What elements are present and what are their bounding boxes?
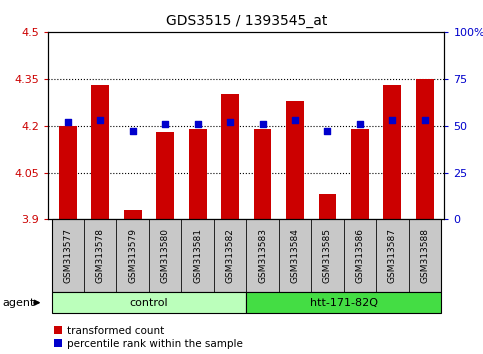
Bar xyxy=(344,219,376,292)
Title: GDS3515 / 1393545_at: GDS3515 / 1393545_at xyxy=(166,14,327,28)
Text: htt-171-82Q: htt-171-82Q xyxy=(310,298,378,308)
Text: control: control xyxy=(129,298,168,308)
Point xyxy=(97,117,104,123)
Point xyxy=(356,121,364,127)
Bar xyxy=(221,95,239,219)
Bar xyxy=(286,101,304,219)
Text: agent: agent xyxy=(2,298,35,308)
Bar xyxy=(319,194,337,219)
Bar xyxy=(376,219,409,292)
Point xyxy=(388,117,396,123)
Point xyxy=(291,117,299,123)
Bar xyxy=(246,219,279,292)
Bar xyxy=(214,219,246,292)
Point xyxy=(161,121,169,127)
Bar xyxy=(52,292,246,313)
Bar xyxy=(116,219,149,292)
Bar xyxy=(182,219,214,292)
Bar xyxy=(384,85,401,219)
Text: GSM313578: GSM313578 xyxy=(96,228,105,283)
Bar xyxy=(124,210,142,219)
Point xyxy=(129,129,137,134)
Point xyxy=(194,121,201,127)
Point xyxy=(259,121,267,127)
Text: GSM313577: GSM313577 xyxy=(63,228,72,283)
Bar xyxy=(311,219,344,292)
Point xyxy=(324,129,331,134)
Text: GSM313579: GSM313579 xyxy=(128,228,137,283)
Text: GSM313588: GSM313588 xyxy=(420,228,429,283)
Bar xyxy=(156,132,174,219)
Bar xyxy=(189,129,207,219)
Text: GSM313581: GSM313581 xyxy=(193,228,202,283)
Text: GSM313582: GSM313582 xyxy=(226,228,235,283)
Text: GSM313580: GSM313580 xyxy=(161,228,170,283)
Text: GSM313586: GSM313586 xyxy=(355,228,365,283)
Point xyxy=(64,119,71,125)
Bar xyxy=(416,79,434,219)
Legend: transformed count, percentile rank within the sample: transformed count, percentile rank withi… xyxy=(54,326,243,349)
Text: GSM313583: GSM313583 xyxy=(258,228,267,283)
Text: GSM313585: GSM313585 xyxy=(323,228,332,283)
Bar xyxy=(91,85,109,219)
Bar xyxy=(409,219,441,292)
Bar xyxy=(52,219,84,292)
Text: GSM313584: GSM313584 xyxy=(291,228,299,283)
Bar xyxy=(59,126,77,219)
Point xyxy=(226,119,234,125)
Bar xyxy=(149,219,182,292)
Text: GSM313587: GSM313587 xyxy=(388,228,397,283)
Bar xyxy=(279,219,311,292)
Bar xyxy=(84,219,116,292)
Point xyxy=(421,117,429,123)
Bar xyxy=(351,129,369,219)
Bar xyxy=(254,129,271,219)
Bar xyxy=(246,292,441,313)
